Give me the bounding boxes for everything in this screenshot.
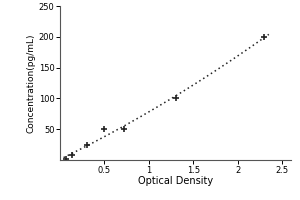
Y-axis label: Concentration(pg/mL): Concentration(pg/mL) <box>27 33 36 133</box>
X-axis label: Optical Density: Optical Density <box>138 176 213 186</box>
